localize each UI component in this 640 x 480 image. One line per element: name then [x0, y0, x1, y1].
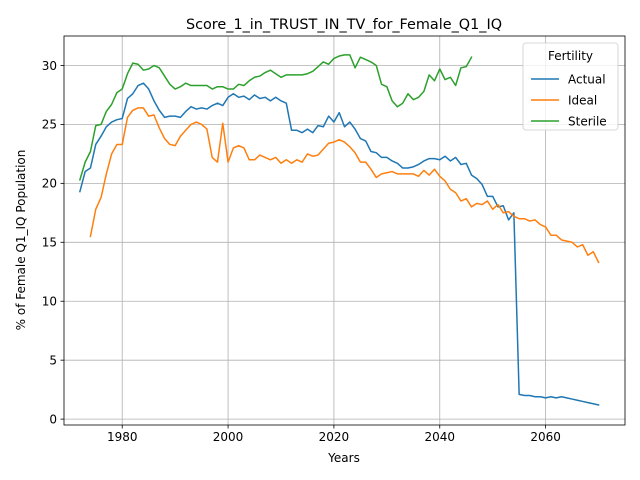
x-tick-label: 2000	[213, 430, 244, 444]
x-tick-label: 2020	[319, 430, 350, 444]
legend-label: Sterile	[568, 114, 607, 128]
y-axis: 0 5 10 15 20 25 30	[42, 59, 64, 426]
chart-title: Score_1_in_TRUST_IN_TV_for_Female_Q1_IQ	[186, 17, 502, 33]
y-tick-label: 0	[49, 412, 57, 426]
x-tick-label: 2040	[424, 430, 455, 444]
y-tick-label: 30	[42, 59, 57, 73]
x-tick-label: 2060	[530, 430, 561, 444]
legend-box	[522, 42, 619, 131]
series-line-sterile	[78, 54, 473, 181]
series-line-ideal	[89, 107, 600, 264]
y-tick-label: 15	[42, 236, 57, 250]
axes-frame	[63, 35, 626, 426]
legend-label: Actual	[568, 72, 606, 86]
legend: Fertility Actual Ideal Sterile	[522, 42, 619, 131]
legend-label: Ideal	[568, 93, 597, 107]
y-tick-label: 25	[42, 118, 57, 132]
x-axis: 1980 2000 2020 2040 2060	[107, 425, 561, 444]
x-axis-label: Years	[327, 451, 360, 465]
legend-title: Fertility	[548, 49, 593, 63]
y-tick-label: 5	[49, 353, 57, 367]
y-tick-label: 20	[42, 177, 57, 191]
x-tick-label: 1980	[107, 430, 138, 444]
series-layer	[78, 54, 600, 406]
y-tick-label: 10	[42, 295, 57, 309]
y-axis-label: % of Female Q1_IQ Population	[14, 150, 28, 331]
